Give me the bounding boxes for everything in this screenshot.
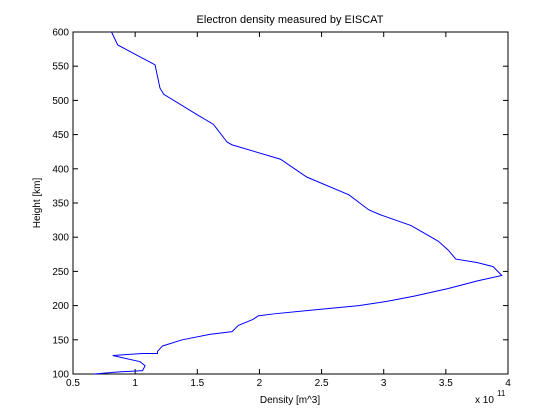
x-exponent-base: x 10	[475, 395, 494, 406]
x-tick-group: 0.5 1 1.5 2 2.5 3 3.5 4	[66, 32, 511, 389]
y-tick-label: 400	[52, 164, 69, 175]
y-tick-label: 150	[52, 335, 69, 346]
plot-frame	[72, 31, 509, 375]
y-tick-label: 100	[52, 370, 69, 381]
x-tick-label: 1.5	[190, 378, 204, 389]
y-tick-group: 100 150 200 250 300 350 400 450 500 550 600	[52, 28, 508, 381]
y-tick-label: 500	[52, 96, 69, 107]
y-axis-label: Height [km]	[32, 177, 43, 228]
y-tick-label: 250	[52, 267, 69, 278]
x-tick-label: 3	[381, 378, 387, 389]
x-tick-label: 2.5	[315, 378, 329, 389]
y-tick-label: 200	[52, 301, 69, 312]
x-tick-label: 1	[132, 378, 138, 389]
y-tick-label: 600	[52, 28, 69, 39]
x-tick-label: 2	[257, 378, 263, 389]
density-profile-line	[94, 31, 503, 375]
x-tick-label: 3.5	[439, 378, 453, 389]
x-tick-label: 4	[505, 378, 511, 389]
x-tick-label: 0.5	[66, 378, 80, 389]
y-tick-label: 550	[52, 62, 69, 73]
y-tick-label: 350	[52, 199, 69, 210]
x-exponent-power: 11	[497, 389, 506, 398]
x-axis-label: Density [m^3]	[260, 395, 320, 406]
y-tick-label: 450	[52, 130, 69, 141]
y-tick-label: 300	[52, 233, 69, 244]
chart-title: Electron density measured by EISCAT	[197, 14, 384, 26]
